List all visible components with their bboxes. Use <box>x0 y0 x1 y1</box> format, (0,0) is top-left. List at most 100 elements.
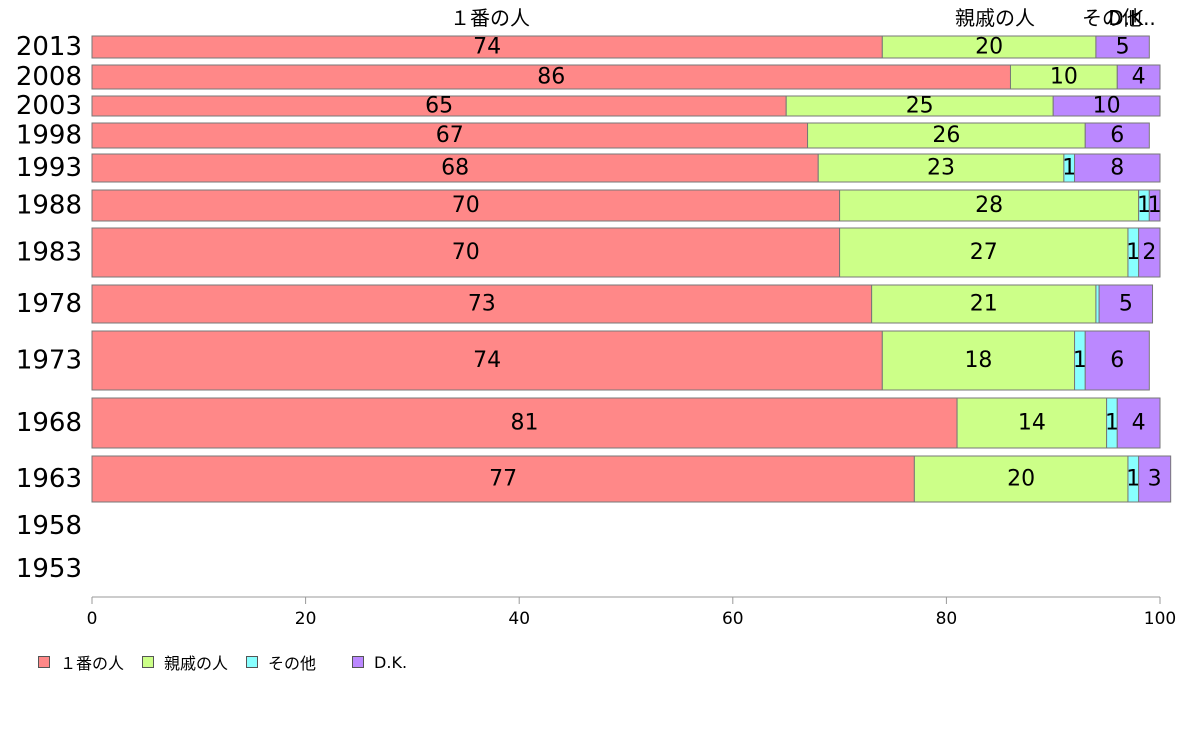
bar-segment <box>1116 64 1161 90</box>
bar-segment <box>1138 227 1161 278</box>
bar-segment <box>1116 397 1161 449</box>
bar-segment <box>91 189 841 222</box>
data-label: 8 <box>1110 156 1124 181</box>
top-series-label: その他 <box>1082 6 1142 30</box>
legend-item-4: D.K. <box>352 653 407 672</box>
x-tick-label: 60 <box>722 609 744 629</box>
data-label: 10 <box>1093 94 1121 119</box>
data-label: 1 <box>1062 156 1076 181</box>
data-label: 10 <box>1050 65 1078 90</box>
bar-segment <box>1095 35 1150 59</box>
data-label: 73 <box>468 292 496 317</box>
data-label: 74 <box>473 348 501 373</box>
y-tick-label: 1983 <box>16 238 82 268</box>
legend-swatch-3 <box>246 656 259 668</box>
bar-segment <box>871 284 1097 324</box>
bar-segment <box>881 330 1076 391</box>
data-label: 1 <box>1105 411 1119 436</box>
bar-segment <box>91 64 1011 90</box>
bar-segment <box>1084 330 1150 391</box>
data-label: 6 <box>1110 123 1124 148</box>
x-axis: 0 20 40 60 80 100 <box>87 596 1176 629</box>
data-label: 20 <box>1007 467 1035 492</box>
x-tick-label: 40 <box>508 609 530 629</box>
data-label: 23 <box>927 156 955 181</box>
top-series-label: D.K.. <box>1108 6 1156 30</box>
bar-segment <box>817 153 1065 183</box>
x-tick-label: 0 <box>87 609 98 629</box>
legend-item-2: 親戚の人 <box>142 650 228 674</box>
x-tick-label: 100 <box>1144 609 1176 629</box>
data-label: 6 <box>1110 348 1124 373</box>
data-label: 2 <box>1142 240 1156 265</box>
bar-segment <box>839 227 1129 278</box>
bar-segment <box>1138 455 1172 503</box>
data-label: 21 <box>970 292 998 317</box>
data-label: 1 <box>1073 348 1087 373</box>
legend-item-1: １番の人 <box>38 650 124 674</box>
data-label: 70 <box>452 240 480 265</box>
legend-swatch-4 <box>352 656 365 668</box>
data-label: 25 <box>906 94 934 119</box>
data-label: 5 <box>1116 35 1130 60</box>
top-series-label: 親戚の人 <box>955 6 1035 30</box>
y-tick-label: 2013 <box>16 32 82 62</box>
data-label: 86 <box>537 65 565 90</box>
data-label: 65 <box>425 94 453 119</box>
data-label: 14 <box>1018 411 1046 436</box>
legend: １番の人 親戚の人 その他 D.K. <box>38 650 425 674</box>
x-tick-label: 20 <box>295 609 317 629</box>
bar-segment <box>91 330 883 391</box>
bar-segment <box>91 455 915 503</box>
data-label: 20 <box>975 35 1003 60</box>
data-label: 1 <box>1126 467 1140 492</box>
y-tick-label: 1973 <box>16 346 82 376</box>
bar-segment <box>91 122 809 149</box>
bar-segment <box>807 122 1086 149</box>
data-label: 5 <box>1119 292 1133 317</box>
y-tick-label: 2003 <box>16 91 82 121</box>
legend-swatch-1 <box>38 656 50 668</box>
legend-label-4: D.K. <box>374 652 408 672</box>
bar-segment <box>839 189 1140 222</box>
bar-segment <box>91 397 958 449</box>
legend-item-3: その他 <box>246 650 316 674</box>
y-tick-label: 1988 <box>16 191 82 221</box>
bar-segment <box>1148 189 1161 222</box>
data-label: 26 <box>932 123 960 148</box>
data-label: 68 <box>441 156 469 181</box>
data-label: 28 <box>975 193 1003 218</box>
legend-swatch-2 <box>142 656 155 668</box>
legend-label-3: その他 <box>268 654 317 673</box>
data-label: 1 <box>1137 193 1151 218</box>
y-tick-label: 2008 <box>16 62 82 92</box>
y-tick-label: 1958 <box>16 511 82 541</box>
data-label: 3 <box>1148 467 1162 492</box>
data-label: 74 <box>473 35 501 60</box>
y-tick-label: 1978 <box>16 289 82 319</box>
data-label: 4 <box>1132 411 1146 436</box>
y-tick-label: 1998 <box>16 121 82 151</box>
data-label: 77 <box>489 467 517 492</box>
y-tick-label: 1953 <box>16 554 82 584</box>
bar-segment <box>91 227 841 278</box>
data-label: 18 <box>964 348 992 373</box>
legend-label-1: １番の人 <box>60 654 125 673</box>
y-tick-label: 1968 <box>16 408 82 438</box>
y-tick-label: 1993 <box>16 153 82 183</box>
data-label: 4 <box>1132 65 1146 90</box>
legend-label-2: 親戚の人 <box>164 654 229 673</box>
bar-segment <box>956 397 1108 449</box>
bar-segment <box>1098 284 1154 324</box>
bar-segment <box>1084 122 1150 149</box>
y-tick-label: 1963 <box>16 464 82 494</box>
data-label: 27 <box>970 240 998 265</box>
bar-segment <box>1052 95 1161 117</box>
bar-segment <box>1074 153 1161 183</box>
data-label: 70 <box>452 193 480 218</box>
top-series-label: １番の人 <box>450 6 530 30</box>
bar-segment <box>1009 64 1118 90</box>
